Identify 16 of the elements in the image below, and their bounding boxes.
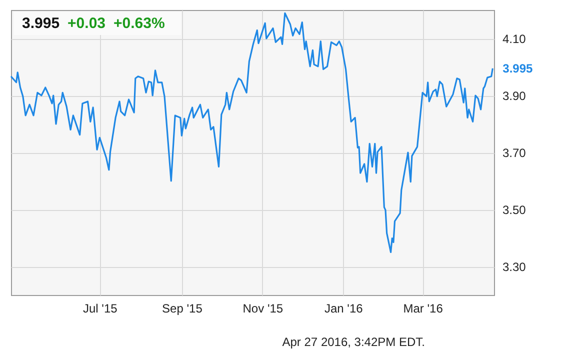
y-tick-label: 4.10: [502, 32, 526, 46]
y-tick-label: 3.30: [502, 260, 526, 274]
x-tick-label: Mar '16: [403, 302, 444, 316]
annotation: 3.995: [502, 61, 534, 76]
x-tick-label: Jul '15: [83, 302, 118, 316]
line-series: [10, 12, 494, 254]
annotation: +0.03: [68, 15, 106, 32]
chart-title: 3.995: [22, 15, 60, 32]
x-tick-label: Sep '15: [162, 302, 203, 316]
x-tick-label: Nov '15: [242, 302, 284, 316]
annotation: +0.63%: [114, 15, 165, 32]
y-tick-label: 3.50: [502, 203, 526, 217]
x-tick-label: Jan '16: [324, 302, 364, 316]
y-tick-label: 3.70: [502, 146, 526, 160]
text: Apr 27 2016, 3:42PM EDT.: [282, 335, 425, 349]
y-tick-label: 3.90: [502, 89, 526, 103]
